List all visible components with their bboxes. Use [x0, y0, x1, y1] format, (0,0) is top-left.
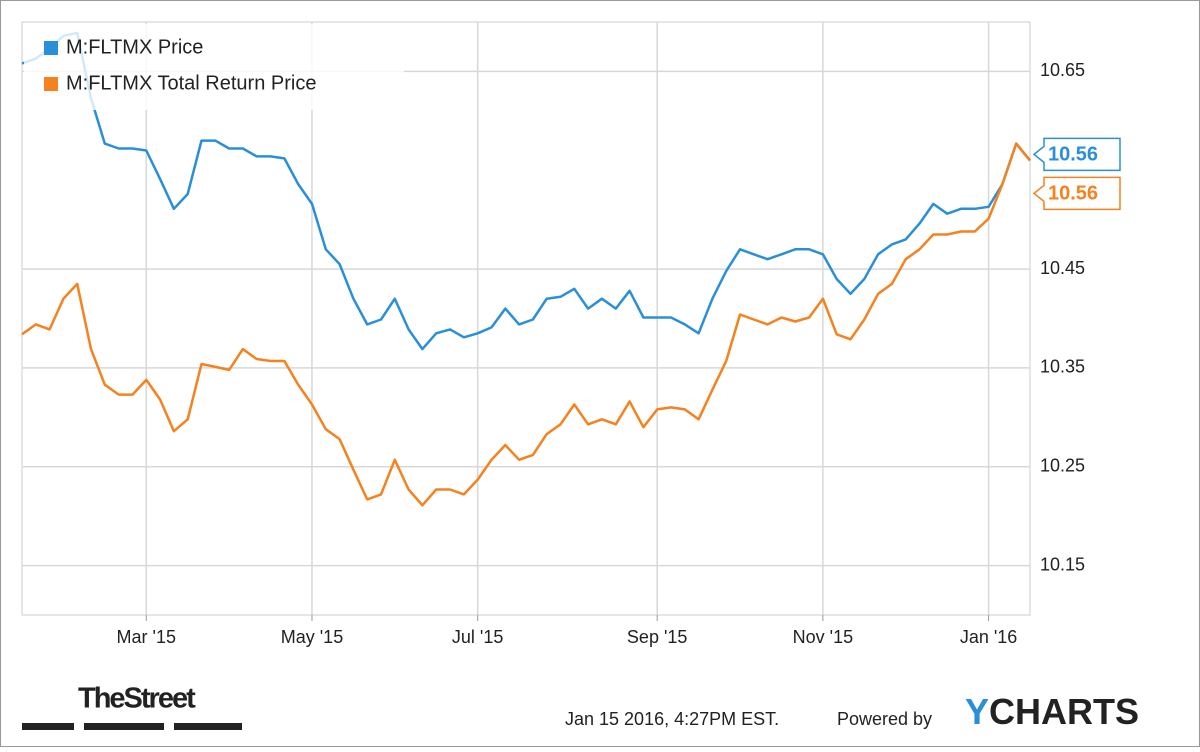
legend-label: M:FLTMX Price — [66, 36, 203, 58]
legend-swatch — [44, 77, 58, 91]
lines — [21, 31, 1031, 507]
timestamp: Jan 15 2016, 4:27PM EST. — [565, 709, 779, 729]
y-tick-label: 10.45 — [1040, 258, 1085, 278]
end-labels: 10.56 10.56 — [1032, 137, 1121, 211]
brand-bar — [174, 723, 242, 730]
x-tick-label: Nov '15 — [793, 627, 853, 647]
y-tick-label: 10.65 — [1040, 60, 1085, 80]
line-series — [21, 31, 1031, 351]
powered-by: Powered by — [837, 709, 932, 729]
legend: M:FLTMX Price M:FLTMX Total Return Price — [24, 24, 404, 110]
end-label-box — [1032, 176, 1121, 211]
logo-rest: CHARTS — [989, 691, 1139, 732]
brand: TheStreet — [78, 683, 196, 715]
end-label: 10.56 — [1048, 144, 1098, 166]
end-label: 10.56 — [1048, 183, 1098, 205]
brand-bar — [22, 723, 74, 730]
ycharts-logo: YCHARTS — [965, 691, 1139, 732]
legend-label: M:FLTMX Total Return Price — [66, 72, 316, 94]
brand-bar — [84, 723, 164, 730]
logo-y: Y — [965, 691, 989, 732]
y-tick-label: 10.35 — [1040, 357, 1085, 377]
y-tick-label: 10.15 — [1040, 554, 1085, 574]
plot-area — [21, 21, 1031, 616]
line-series — [21, 142, 1031, 507]
x-tick-label: Jan '16 — [960, 627, 1017, 647]
x-tick-label: Jul '15 — [452, 627, 503, 647]
legend-box — [24, 24, 404, 110]
legend-swatch — [44, 41, 58, 55]
footer: TheStreet Jan 15 2016, 4:27PM EST. Power… — [22, 683, 1139, 732]
end-label-box — [1032, 137, 1121, 172]
x-tick-label: May '15 — [281, 627, 343, 647]
x-tick-label: Mar '15 — [117, 627, 176, 647]
y-tick-label: 10.25 — [1040, 456, 1085, 476]
x-tick-label: Sep '15 — [627, 627, 688, 647]
